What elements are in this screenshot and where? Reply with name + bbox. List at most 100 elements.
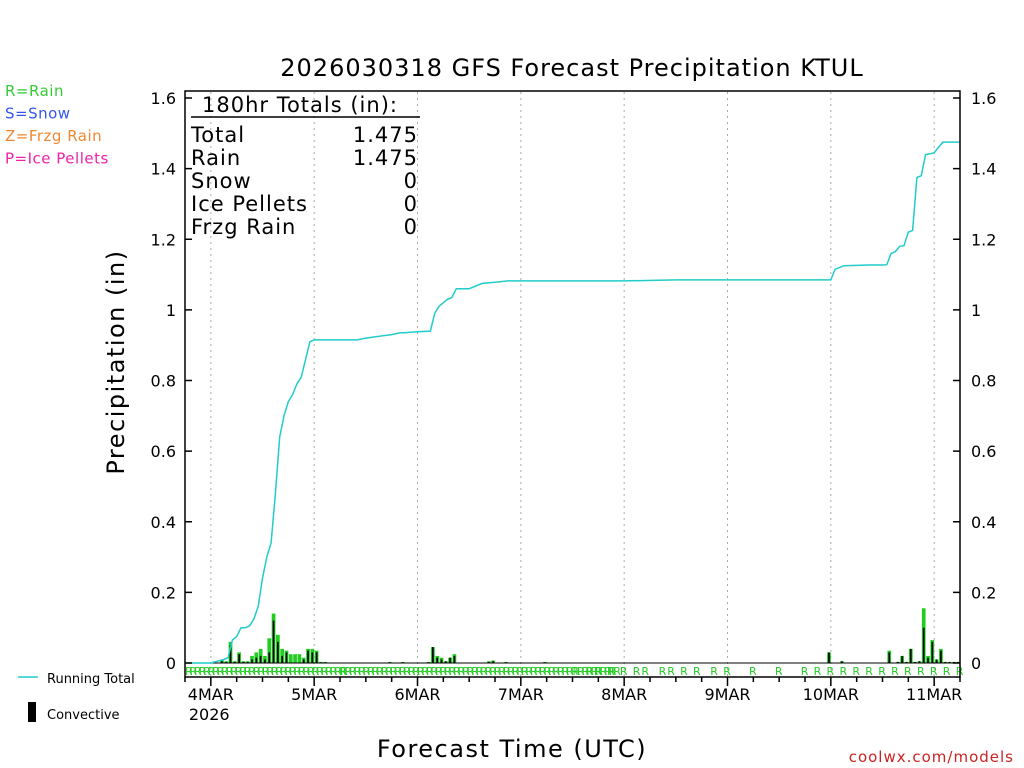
convective-bar	[905, 661, 908, 663]
rain-marker: R	[693, 665, 701, 678]
type-legend-entry: Z=Frzg Rain	[5, 127, 102, 145]
y-tick-label-right: 0.8	[971, 372, 996, 391]
rain-marker: R	[548, 665, 556, 678]
convective-bar	[233, 661, 236, 663]
rain-marker: R	[525, 665, 533, 678]
rain-marker: R	[257, 665, 265, 678]
rain-bar	[293, 654, 297, 663]
convective-bar	[436, 657, 439, 663]
x-tick-label: 9MAR	[704, 685, 750, 704]
convective-bar	[264, 659, 266, 663]
rain-marker: R	[203, 665, 211, 678]
precip-type-legend: R=Rain S=Snow Z=Frzg Rain P=Ice Pellets	[5, 82, 108, 168]
rain-marker: R	[904, 665, 912, 678]
rain-marker: R	[471, 665, 479, 678]
rain-marker: R	[557, 665, 565, 678]
type-legend-entry: R=Rain	[5, 82, 64, 100]
rain-marker: R	[539, 665, 547, 678]
rain-marker: R	[891, 665, 899, 678]
totals-row-label: Snow	[191, 169, 252, 193]
convective-bar	[444, 661, 447, 663]
rain-marker: R	[340, 665, 348, 678]
x-tick-sublabel: 2026	[189, 705, 230, 724]
rain-marker: R	[294, 665, 302, 678]
y-tick-label-right: 0.6	[971, 442, 996, 461]
rain-marker: R	[659, 665, 667, 678]
x-tick-label: 8MAR	[601, 685, 647, 704]
convective-bar	[841, 661, 843, 663]
rain-marker: R	[325, 665, 333, 678]
convective-bar	[255, 657, 258, 663]
convective-bar	[246, 661, 249, 663]
rain-marker: R	[390, 665, 398, 678]
rain-marker: R	[552, 665, 560, 678]
rain-marker: R	[284, 665, 292, 678]
rain-bar	[267, 638, 272, 663]
convective-bar	[238, 654, 240, 663]
totals-header: 180hr Totals (in):	[202, 93, 398, 117]
rain-marker: R	[289, 665, 297, 678]
x-tick-label: 7MAR	[498, 685, 544, 704]
rain-marker: R	[507, 665, 515, 678]
rain-marker: R	[239, 665, 247, 678]
rain-marker: R	[408, 665, 416, 678]
chart-title: 2026030318 GFS Forecast Precipitation KT…	[280, 54, 863, 82]
convective-bar	[268, 652, 271, 663]
rain-marker: R	[503, 665, 511, 678]
convective-bar	[277, 641, 279, 663]
vertical-gridlines	[210, 92, 935, 676]
rain-marker: R	[253, 665, 261, 678]
rain-marker: R	[275, 665, 283, 678]
rain-marker: R	[212, 665, 220, 678]
rain-marker: R	[594, 665, 602, 678]
rain-marker: R	[573, 665, 581, 678]
rain-marker: R	[435, 665, 443, 678]
convective-bar	[828, 652, 830, 663]
convective-bar	[935, 659, 938, 663]
totals-box: 180hr Totals (in): Total 1.475 Rain 1.475 Sno…	[190, 93, 420, 239]
rain-marker: R	[185, 665, 193, 678]
rain-marker: R	[412, 665, 420, 678]
totals-row-value: 1.475	[353, 146, 418, 170]
x-tick-label: 6MAR	[394, 685, 440, 704]
convective-bar	[251, 659, 253, 663]
convective-bar	[449, 657, 451, 663]
running-total-legend-label: Running Total	[47, 672, 135, 687]
convective-bar	[229, 645, 232, 663]
totals-row-value: 1.475	[353, 123, 418, 147]
rain-marker: R	[217, 665, 225, 678]
convective-bar	[272, 620, 275, 663]
rain-marker: R	[430, 665, 438, 678]
rain-marker: R	[199, 665, 207, 678]
rain-marker: R	[620, 665, 628, 678]
convective-bar	[918, 661, 921, 663]
rain-marker: R	[321, 665, 329, 678]
rain-marker: R	[385, 665, 393, 678]
convective-bar	[901, 655, 904, 663]
rain-marker: R	[582, 665, 590, 678]
convective-swatch	[28, 702, 36, 722]
totals-row-value: 0	[404, 192, 418, 216]
rain-marker: R	[280, 665, 288, 678]
rain-marker: R	[244, 665, 252, 678]
rain-marker: R	[449, 665, 457, 678]
convective-bar	[440, 659, 443, 663]
y-tick-label-left: 0	[166, 654, 176, 673]
y-tick-label-right: 0.2	[971, 583, 996, 602]
convective-bar	[242, 661, 245, 663]
y-axis-label: Precipitation (in)	[102, 249, 130, 474]
rain-marker: R	[462, 665, 470, 678]
rain-marker: R	[381, 665, 389, 678]
convective-bar	[285, 652, 288, 663]
rain-marker: R	[444, 665, 452, 678]
rain-marker: R	[543, 665, 551, 678]
rain-marker: R	[604, 665, 612, 678]
rain-marker: R	[298, 665, 306, 678]
rain-marker: R	[316, 665, 324, 678]
totals-row-value: 0	[404, 215, 418, 239]
x-tick-label: 5MAR	[291, 685, 337, 704]
type-legend-entry: S=Snow	[5, 105, 71, 123]
rain-marker: R	[367, 665, 375, 678]
